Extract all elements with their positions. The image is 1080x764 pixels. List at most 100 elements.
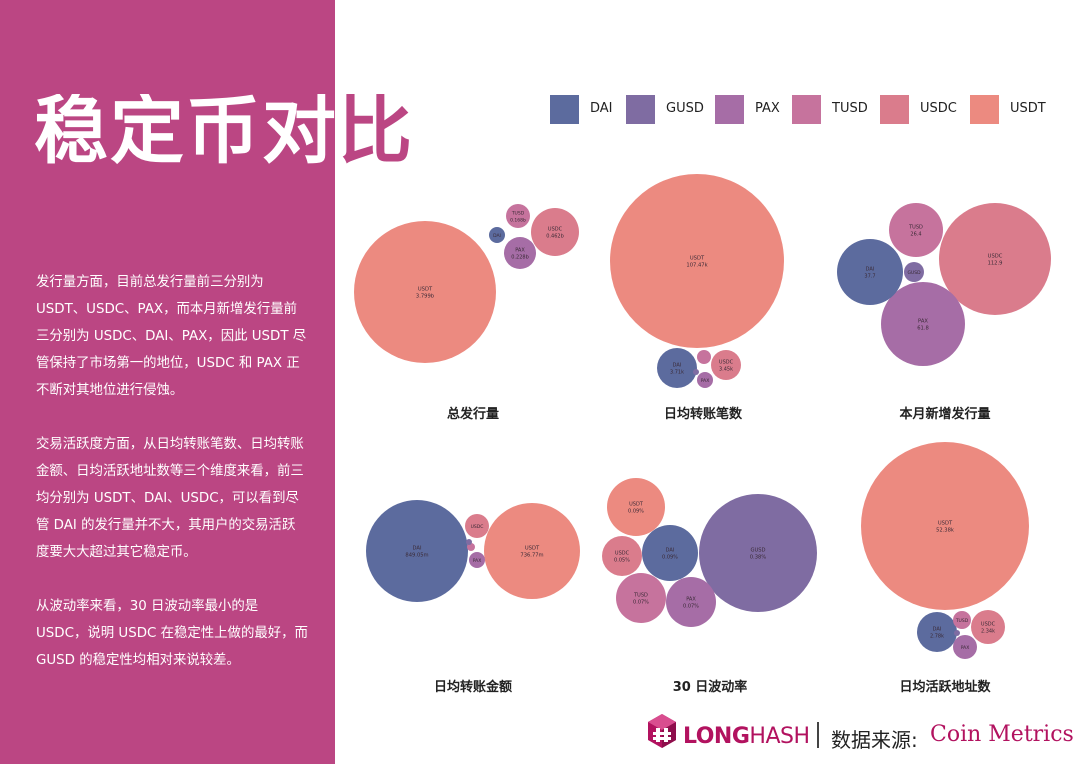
bubble-label-tusd: TUSD [511,211,525,217]
bubble-label-tusd: TUSD [955,618,969,624]
bubble-value-dai: 2.78k [930,634,944,640]
bubble-tusd [953,611,971,629]
bubble-label-tusd: TUSD [908,225,923,231]
bubble-label-pax: PAX [473,558,482,564]
bubble-value-usdc: 0.462b [546,234,564,240]
chart-title-30d-volatility: 30 日波动率 [672,680,748,695]
brand-wordmark: LONGHASH [683,724,810,749]
bubble-label-dai: DAI [493,233,501,239]
footer: LONGHASH 数据来源: Coin Metrics [645,710,1074,760]
bubble-dai [366,500,468,602]
bubble-label-usdt: USDT [418,287,433,293]
summary-paragraph-volatility: 从波动率来看，30 日波动率最小的是 USDC，说明 USDC 在稳定性上做的最… [36,599,308,668]
bubble-pax [697,372,713,388]
bubble-gusd [699,494,817,612]
bubble-value-tusd: 26.4 [910,232,921,238]
bubble-dai [917,612,957,652]
bubble-value-usdt: 3.799b [416,294,435,300]
bubble-label-usdc: USDC [988,254,1003,260]
bubble-usdt [484,503,580,599]
chart-title-daily-tx-value: 日均转账金额 [433,680,512,695]
data-source-value: Coin Metrics [930,722,1074,747]
legend-swatch [715,95,744,124]
bubble-label-tusd: TUSD [633,593,648,599]
bubble-value-usdt: 736.77m [520,553,543,559]
legend-swatch [880,95,909,124]
bubble-label-usdc: USDC [981,622,996,628]
bubble-label-usdt: USDT [690,256,705,262]
bubble-value-usdc: 3.45k [719,367,733,373]
bubble-usdc [602,536,642,576]
bubble-label-usdt: USDT [525,546,540,552]
bubble-pax [469,552,485,568]
bubble-value-tusd: 0.07% [633,600,649,606]
bubble-usdt [861,442,1029,610]
bubble-usdt [607,478,665,536]
bubble-value-usdc: 112.9 [988,261,1003,267]
legend-swatch [792,95,821,124]
bubble-pax [881,282,965,366]
page-title: 稳定币对比 [34,88,414,174]
bubble-value-gusd: 0.38% [750,555,767,561]
bubble-value-usdc: 0.05% [614,558,630,564]
bubble-label-usdc: USDC [548,227,563,233]
bubble-label-usdt: USDT [938,521,953,527]
legend-label: USDC [920,101,957,116]
bubble-gusd [693,369,699,375]
bubble-tusd [697,350,711,364]
bubble-value-usdt: 52.38k [936,528,954,534]
legend-label: PAX [755,101,780,116]
footer-divider [817,722,819,748]
bubble-value-usdt: 107.47k [686,263,707,269]
bubble-label-gusd: GUSD [750,548,765,554]
chart-title-total-supply: 总发行量 [446,407,499,422]
bubble-label-usdc: USDC [615,551,630,557]
bubble-tusd [616,573,666,623]
summary-paragraph-activity: 交易活跃度方面，从日均转账笔数、日均转账金额、日均活跃地址数等三个维度来看，前三… [36,437,304,560]
bubble-gusd [904,262,924,282]
brand-word-hash: HASH [749,724,810,749]
data-source-label: 数据来源: [831,728,918,752]
bubble-label-pax: PAX [701,378,710,384]
legend-swatch [626,95,655,124]
bubble-label-dai: DAI [666,548,675,554]
bubble-dai [642,525,698,581]
bubble-value-dai: 0.09% [662,555,678,561]
bubble-tusd [889,203,943,257]
bubble-label-dai: DAI [933,627,942,633]
longhash-logo-icon [648,714,676,748]
bubble-label-usdc: USDC [471,524,484,530]
bubble-value-pax: 0.07% [683,604,699,610]
brand-word-long: LONG [683,724,750,749]
bubble-dai [489,227,505,243]
bubble-value-usdc: 2.34k [981,629,995,635]
bubble-label-pax: PAX [515,248,525,254]
bubble-gusd [466,539,472,545]
bubble-label-usdt: USDT [629,502,644,508]
bubble-pax [666,577,716,627]
bubble-usdt [610,174,784,348]
bubble-usdc [971,610,1005,644]
bubble-usdc [465,514,489,538]
bubble-gusd [954,630,960,636]
bubble-pax [953,635,977,659]
legend-swatch [550,95,579,124]
bubble-value-pax: 61.8 [917,326,929,332]
bubble-label-dai: DAI [413,546,422,552]
chart-title-daily-tx-count: 日均转账笔数 [663,407,742,422]
bubble-label-pax: PAX [961,645,970,651]
sidebar-panel: 发行量方面，目前总发行量前三分别为 USDT、USDC、PAX，而本月新增发行量… [0,0,335,764]
bubble-value-dai: 37.7 [864,274,875,280]
chart-title-daily-active-addresses: 日均活跃地址数 [899,680,991,695]
bubble-value-dai: 849.05m [405,553,428,559]
bubble-value-dai: 3.71k [670,370,684,376]
bubble-tusd [506,204,530,228]
chart-title-monthly-new-supply: 本月新增发行量 [899,407,991,422]
bubble-value-pax: 0.228b [511,255,529,261]
